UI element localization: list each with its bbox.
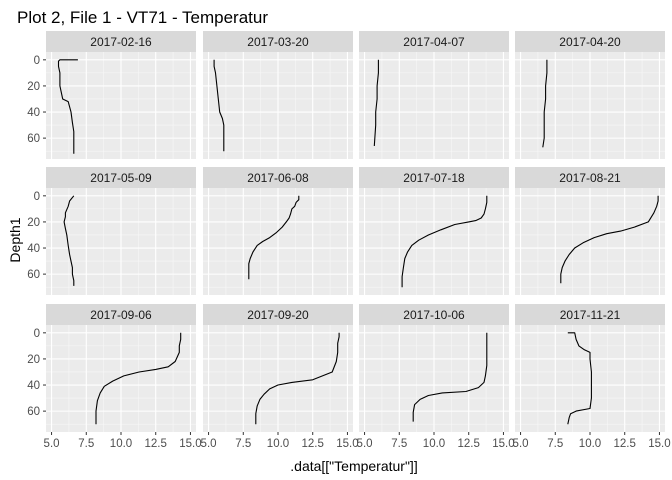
x-tick-label: 5.0: [357, 438, 373, 450]
facet-strip-label: 2017-11-21: [560, 308, 621, 322]
x-tick-label: 5.0: [201, 438, 217, 450]
x-tick-label: 12.5: [145, 438, 167, 450]
facet-strip-label: 2017-03-20: [247, 35, 309, 49]
series-line: [560, 195, 659, 284]
series-line: [95, 332, 182, 425]
facet-strip: [46, 167, 196, 188]
facet-panel: 2017-08-21: [515, 167, 665, 295]
facet-strip-label: 2017-06-08: [247, 171, 309, 185]
facet-strip: [515, 304, 665, 325]
y-tick-label: 0: [34, 328, 40, 340]
series-line: [401, 195, 488, 288]
y-tick-label: 20: [27, 217, 40, 229]
series-line: [57, 59, 78, 154]
facet-strip: [359, 31, 509, 52]
x-tick-label: 7.5: [391, 438, 407, 450]
facet-panel: 2017-09-06 0 20 40 60 5.0 7.5 10.0 12.5 15.0: [27, 304, 202, 450]
y-tick-label: 20: [27, 81, 40, 93]
facet-panel: 2017-07-18: [359, 167, 509, 295]
series-line: [542, 59, 548, 148]
facet-strip: [46, 304, 196, 325]
facet-panel: 2017-10-06 5.0 7.5 10.0 12.5 15.0: [357, 304, 515, 450]
series-line: [567, 332, 592, 425]
facet-strip: [515, 31, 665, 52]
facet-panel: 2017-04-20: [515, 31, 665, 159]
x-tick-label: 12.5: [614, 438, 636, 450]
facet-strip-label: 2017-09-06: [90, 308, 152, 322]
facet-panel: 2017-04-07: [359, 31, 509, 159]
facet-panel: 2017-05-09 0 20 40 60: [27, 167, 196, 295]
x-tick-label: 7.5: [235, 438, 251, 450]
series-line: [412, 332, 488, 422]
x-tick-label: 15.0: [648, 438, 670, 450]
facet-strip: [203, 304, 353, 325]
facet-strip: [359, 304, 509, 325]
facet-strip-label: 2017-07-18: [403, 171, 465, 185]
y-tick-label: 0: [34, 191, 40, 203]
facet-panel: 2017-06-08: [203, 167, 353, 295]
x-tick-label: 15.0: [179, 438, 201, 450]
facet-strip: [203, 167, 353, 188]
y-tick-label: 40: [27, 380, 40, 392]
x-tick-label: 7.5: [78, 438, 94, 450]
x-tick-label: 5.0: [44, 438, 60, 450]
facet-strip-label: 2017-05-09: [90, 171, 152, 185]
series-line: [63, 195, 75, 286]
y-tick-label: 0: [34, 55, 40, 67]
y-tick-label: 40: [27, 107, 40, 119]
facet-strip: [359, 167, 509, 188]
facet-strip: [515, 167, 665, 188]
x-tick-label: 12.5: [458, 438, 480, 450]
y-tick-label: 40: [27, 243, 40, 255]
series-line: [248, 195, 300, 280]
facet-strip-label: 2017-02-16: [90, 35, 152, 49]
y-axis-title: Depth1: [7, 217, 23, 262]
series-line: [213, 59, 225, 152]
y-tick-label: 60: [27, 269, 40, 281]
x-tick-label: 10.0: [423, 438, 445, 450]
facet-panel: 2017-11-21 5.0 7.5 10.0 12.5 15.0: [513, 304, 671, 450]
facet-strip-label: 2017-10-06: [403, 308, 465, 322]
x-tick-label: 15.0: [336, 438, 358, 450]
facet-panel: 2017-02-16 0 20 40 60: [27, 31, 196, 159]
y-tick-label: 60: [27, 406, 40, 418]
facet-panel: 2017-03-20: [203, 31, 353, 159]
facet-panel: 2017-09-20 5.0 7.5 10.0 12.5 15.0: [201, 304, 359, 450]
facet-strip: [203, 31, 353, 52]
x-tick-label: 7.5: [547, 438, 563, 450]
x-tick-label: 5.0: [513, 438, 529, 450]
x-tick-label: 15.0: [492, 438, 514, 450]
facet-strip-label: 2017-08-21: [559, 171, 621, 185]
x-tick-label: 10.0: [579, 438, 601, 450]
series-line: [373, 59, 379, 147]
chart-title: Plot 2, File 1 - VT71 - Temperatur: [17, 8, 268, 27]
facet-strip: [46, 31, 196, 52]
x-tick-label: 10.0: [110, 438, 132, 450]
x-tick-label: 10.0: [267, 438, 289, 450]
y-tick-label: 20: [27, 354, 40, 366]
facet-strip-label: 2017-04-07: [403, 35, 465, 49]
facet-strip-label: 2017-04-20: [559, 35, 621, 49]
facet-strip-label: 2017-09-20: [247, 308, 309, 322]
x-axis-title: .data[["Temperatur"]]: [290, 458, 417, 474]
y-tick-label: 60: [27, 133, 40, 145]
series-line: [255, 332, 340, 425]
x-tick-label: 12.5: [302, 438, 324, 450]
